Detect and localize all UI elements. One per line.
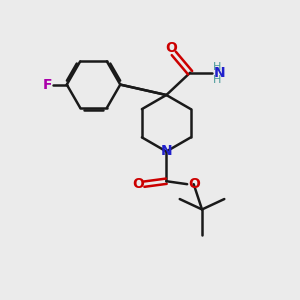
Text: H: H bbox=[213, 75, 221, 85]
Text: N: N bbox=[213, 66, 225, 80]
Text: O: O bbox=[166, 41, 177, 55]
Text: F: F bbox=[43, 78, 52, 92]
Text: N: N bbox=[160, 145, 172, 158]
Text: O: O bbox=[132, 177, 144, 191]
Text: H: H bbox=[213, 62, 221, 72]
Text: O: O bbox=[188, 177, 200, 191]
